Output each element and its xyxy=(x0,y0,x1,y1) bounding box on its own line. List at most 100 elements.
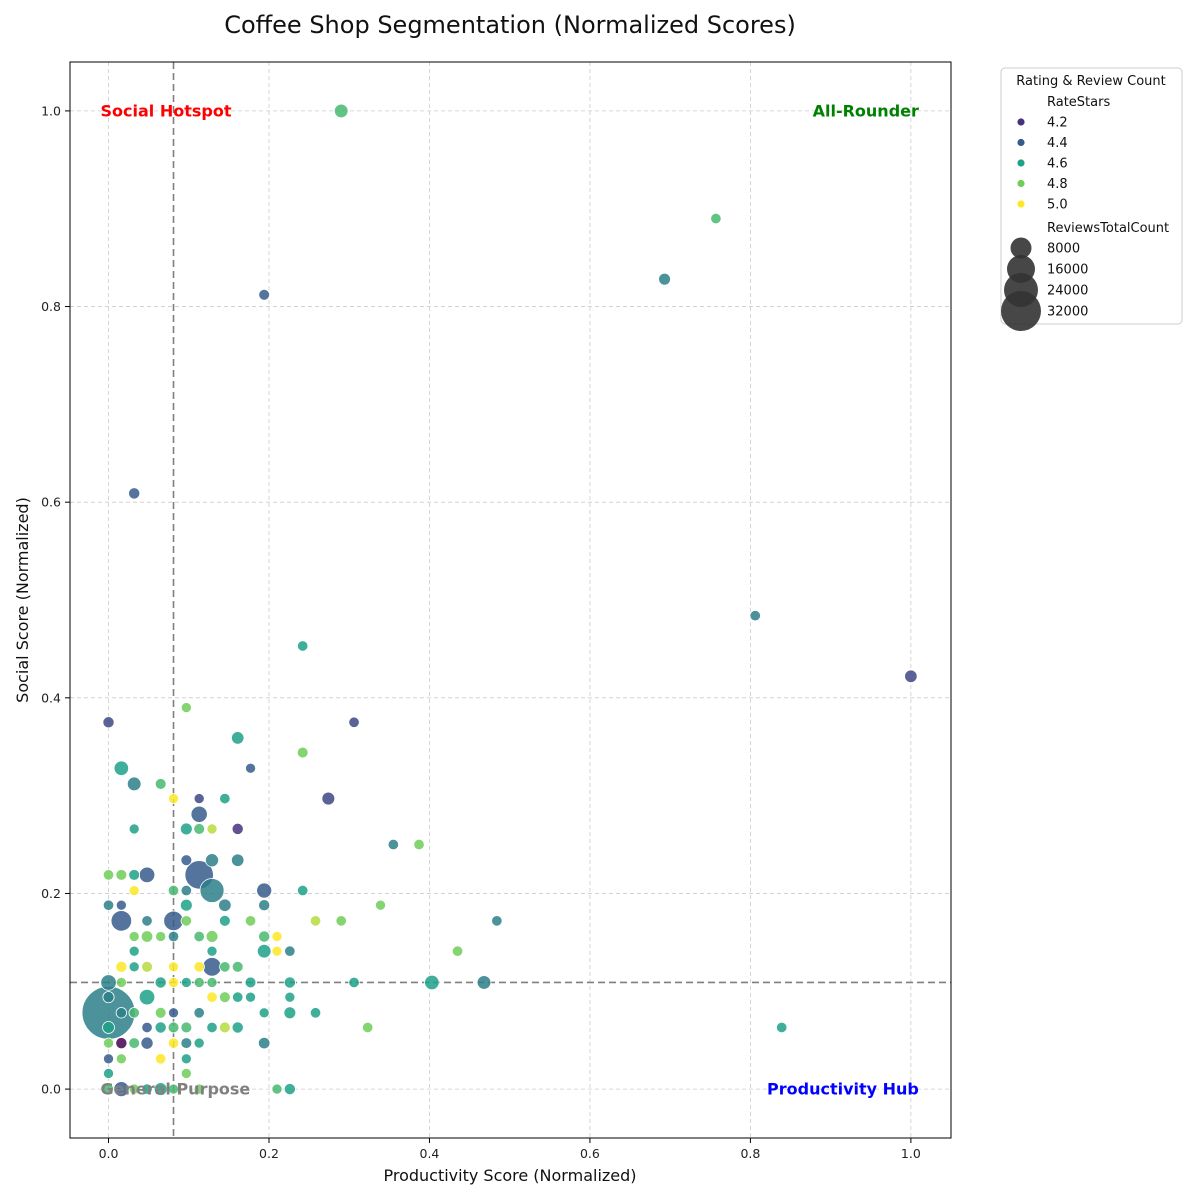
legend-color-label: 4.6 xyxy=(1047,157,1068,172)
data-point xyxy=(257,1036,271,1050)
legend-size-label: 32000 xyxy=(1047,305,1088,320)
x-tick-label: 0.6 xyxy=(580,1146,600,1161)
data-point xyxy=(141,1021,153,1034)
data-point xyxy=(219,1021,231,1034)
data-point xyxy=(245,762,257,774)
x-tick-label: 0.2 xyxy=(259,1146,279,1161)
data-point xyxy=(491,915,503,927)
data-point xyxy=(128,1083,140,1095)
data-point xyxy=(256,943,272,959)
data-point xyxy=(710,212,722,225)
data-point xyxy=(167,1021,180,1034)
data-point xyxy=(140,930,154,943)
data-point xyxy=(321,791,336,806)
data-point xyxy=(179,822,193,836)
x-tick-label: 1.0 xyxy=(901,1146,921,1161)
data-point xyxy=(205,930,219,943)
data-point xyxy=(168,1083,179,1095)
data-point xyxy=(375,899,386,911)
y-tick-label: 0.8 xyxy=(41,299,61,314)
data-point xyxy=(206,1021,218,1034)
data-point xyxy=(115,1037,128,1050)
axis-ticks: 0.0 0.2 0.4 0.6 0.8 1.0 0.0 0.2 0.4 0.6 0.8 1.0 xyxy=(41,103,921,1161)
legend-box xyxy=(1000,67,1183,325)
data-point xyxy=(128,487,141,500)
legend-color-label: 4.2 xyxy=(1047,116,1068,131)
data-point xyxy=(199,878,225,903)
data-point xyxy=(193,976,205,988)
data-point xyxy=(115,899,127,911)
data-point xyxy=(180,854,193,867)
data-point xyxy=(219,961,231,973)
data-point xyxy=(193,1037,205,1049)
data-point xyxy=(115,976,127,988)
y-axis-label: Social Score (Normalized) xyxy=(13,497,32,703)
data-point xyxy=(128,961,140,973)
data-point xyxy=(163,910,184,932)
data-point xyxy=(206,991,218,1003)
data-point xyxy=(424,974,440,991)
data-point xyxy=(102,869,115,881)
data-point xyxy=(128,823,140,835)
data-point xyxy=(168,976,179,988)
legend: Rating & Review Count RateStars 4.2 4.4 4.6 4… xyxy=(1000,67,1183,331)
data-point xyxy=(284,945,296,957)
data-point xyxy=(154,1006,167,1019)
data-point xyxy=(190,805,208,823)
data-point xyxy=(245,991,257,1003)
data-point xyxy=(141,915,153,927)
data-point xyxy=(218,898,232,912)
quadrant-label: All-Rounder xyxy=(813,101,919,120)
quadrant-label: Social Hotspot xyxy=(100,101,231,120)
x-axis-label: Productivity Score (Normalized) xyxy=(383,1166,636,1185)
data-point xyxy=(180,884,193,897)
quadrant-labels: Social Hotspot All-Rounder General Purpose… xyxy=(100,101,919,1098)
data-point xyxy=(113,760,130,776)
data-point xyxy=(244,915,257,927)
y-tick-label: 1.0 xyxy=(41,103,61,118)
data-point xyxy=(103,1067,114,1079)
legend-color-marker xyxy=(1017,159,1025,167)
data-point xyxy=(193,793,205,805)
data-point xyxy=(128,869,141,881)
data-point xyxy=(100,974,117,991)
grid xyxy=(70,62,951,1138)
legend-size-title: ReviewsTotalCount xyxy=(1047,221,1169,236)
data-point xyxy=(102,899,115,911)
chart-title: Coffee Shop Segmentation (Normalized Sco… xyxy=(224,11,796,39)
data-point xyxy=(138,988,156,1006)
data-point xyxy=(309,915,322,927)
data-point xyxy=(180,915,193,927)
data-point xyxy=(193,1083,205,1095)
legend-size-label: 8000 xyxy=(1047,242,1080,257)
data-point xyxy=(115,1053,127,1065)
plot-frame xyxy=(69,61,952,1139)
data-point xyxy=(180,1053,192,1065)
x-tick-label: 0.0 xyxy=(99,1146,119,1161)
data-point xyxy=(180,976,192,988)
data-point xyxy=(297,640,309,652)
data-point xyxy=(110,910,133,932)
data-point xyxy=(128,1037,141,1049)
data-point xyxy=(193,1007,205,1019)
y-tick-label: 0.0 xyxy=(41,1082,61,1097)
data-point xyxy=(128,945,140,957)
legend-color-marker xyxy=(1017,179,1025,188)
data-point xyxy=(387,838,400,851)
data-point xyxy=(141,1083,153,1095)
legend-color-marker xyxy=(1017,118,1025,126)
data-point xyxy=(180,1021,193,1034)
data-point xyxy=(271,931,283,942)
data-point xyxy=(258,1007,270,1019)
data-point xyxy=(283,1006,297,1020)
data-point xyxy=(128,885,140,897)
legend-color-marker xyxy=(1017,138,1025,147)
data-point xyxy=(283,1083,296,1096)
data-point xyxy=(904,669,918,683)
legend-size-label: 24000 xyxy=(1047,284,1088,299)
legend-size-label: 16000 xyxy=(1047,263,1088,278)
data-point xyxy=(244,976,257,989)
data-point xyxy=(206,945,218,957)
data-point xyxy=(115,869,128,881)
data-point xyxy=(206,823,218,835)
